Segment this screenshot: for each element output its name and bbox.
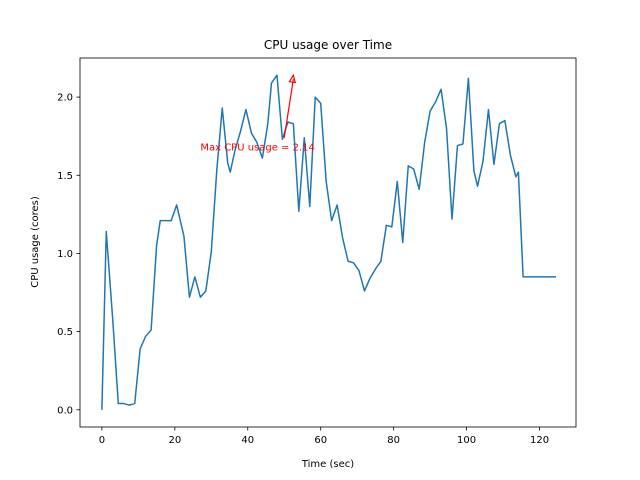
annotation-arrow-head xyxy=(288,73,297,84)
y-tick-label: 0.0 xyxy=(57,405,73,416)
plot-frame xyxy=(79,57,577,428)
x-tick-label: 60 xyxy=(314,435,327,446)
x-axis-label: Time (sec) xyxy=(301,459,354,470)
plot-layer xyxy=(101,74,556,410)
annotation-label: Max CPU usage = 2.14 xyxy=(200,142,315,153)
annotation: Max CPU usage = 2.14 xyxy=(200,73,315,153)
y-axis-label: CPU usage (cores) xyxy=(30,196,41,288)
x-tick-label: 0 xyxy=(99,435,105,446)
chart-title: CPU usage over Time xyxy=(264,38,392,52)
x-tick-label: 100 xyxy=(457,435,476,446)
y-tick-label: 1.0 xyxy=(57,249,73,260)
x-tick-label: 40 xyxy=(241,435,254,446)
x-tick-label: 120 xyxy=(530,435,549,446)
x-axis-ticks: 0 20 40 60 80 100 120 xyxy=(99,427,549,446)
x-tick-label: 80 xyxy=(387,435,400,446)
x-tick-label: 20 xyxy=(168,435,181,446)
annotation-arrow-shaft xyxy=(283,79,294,138)
y-tick-label: 0.5 xyxy=(57,327,73,338)
y-tick-label: 2.0 xyxy=(57,93,73,104)
y-axis-ticks: 0.0 0.5 1.0 1.5 2.0 xyxy=(57,93,80,416)
y-tick-label: 1.5 xyxy=(57,171,73,182)
series-line-0 xyxy=(101,74,556,410)
